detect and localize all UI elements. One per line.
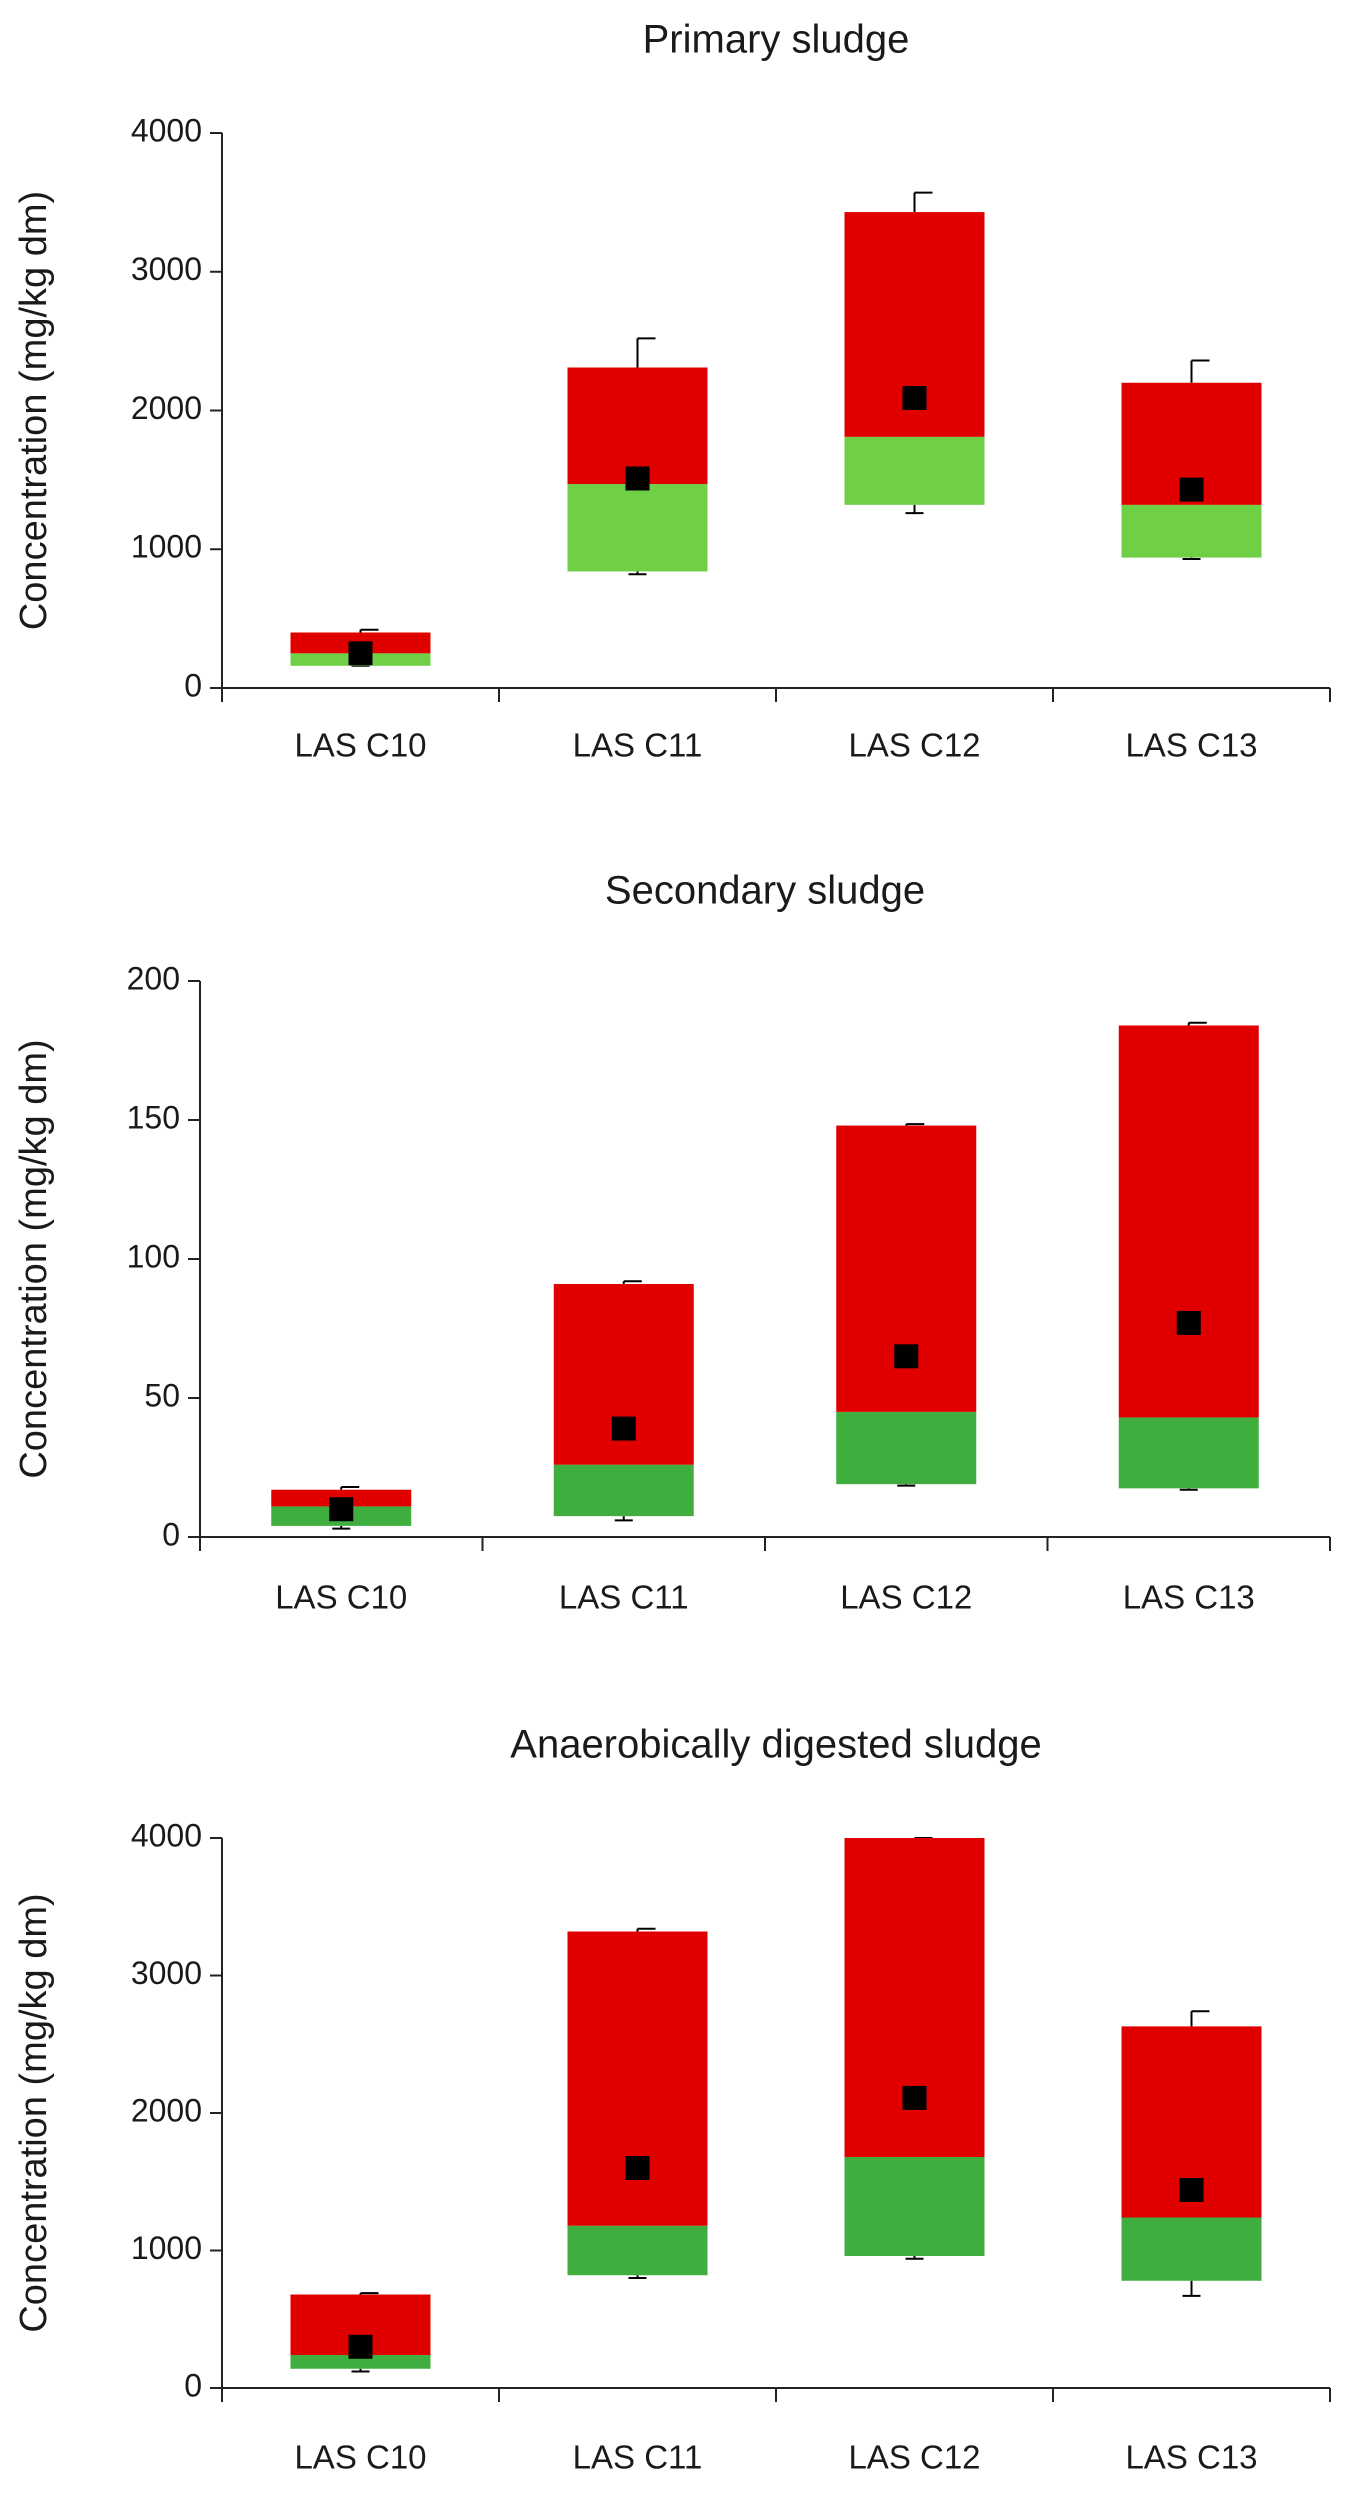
y-tick-label: 2000 xyxy=(131,390,202,426)
y-tick-label: 200 xyxy=(127,960,180,996)
mean-marker xyxy=(348,641,373,666)
box-las-c10 xyxy=(290,628,431,667)
box-lower-segment xyxy=(1121,2217,1262,2281)
y-axis-label: Concentration (mg/kg dm) xyxy=(13,191,55,630)
y-axis-label: Concentration (mg/kg dm) xyxy=(13,1893,55,2332)
y-tick-label: 1000 xyxy=(131,529,202,565)
y-tick-label: 0 xyxy=(184,667,202,703)
x-tick-label: LAS C13 xyxy=(1125,2439,1257,2476)
chart-title: Secondary sludge xyxy=(605,869,925,913)
mean-marker xyxy=(902,2085,927,2110)
y-tick-label: 4000 xyxy=(131,1817,202,1853)
x-tick-label: LAS C12 xyxy=(840,1579,972,1616)
box-las-c11 xyxy=(553,1280,694,1522)
chart-panel-2: Secondary sludge Concentration (mg/kg dm)… xyxy=(13,869,1331,1616)
y-axis-label: Concentration (mg/kg dm) xyxy=(13,1039,55,1478)
box-las-c12 xyxy=(844,1837,985,2260)
y-tick-label: 2000 xyxy=(131,2092,202,2128)
box-lower-segment xyxy=(836,1411,977,1485)
mean-marker xyxy=(329,1497,354,1522)
x-tick-label: LAS C13 xyxy=(1125,727,1257,764)
y-tick-label: 100 xyxy=(127,1238,180,1274)
box-lower-segment xyxy=(290,2355,431,2369)
box-las-c12 xyxy=(836,1123,977,1487)
mean-marker xyxy=(625,2156,650,2180)
mean-marker xyxy=(611,1416,636,1441)
box-upper-segment xyxy=(567,1931,708,2226)
box-las-c10 xyxy=(290,2292,431,2373)
x-tick-label: LAS C12 xyxy=(848,727,980,764)
x-tick-label: LAS C13 xyxy=(1123,1579,1255,1616)
chart-title: Anaerobically digested sludge xyxy=(510,1723,1041,1767)
chart-title: Primary sludge xyxy=(643,18,910,62)
chart-panel-3: Anaerobically digested sludge Concentrati… xyxy=(13,1723,1331,2476)
x-tick-label: LAS C11 xyxy=(559,1579,689,1616)
y-tick-label: 3000 xyxy=(131,251,202,287)
x-tick-label: LAS C10 xyxy=(275,1579,407,1616)
box-lower-segment xyxy=(567,2225,708,2276)
box-las-c13 xyxy=(1121,359,1262,560)
box-lower-segment xyxy=(553,1464,694,1517)
y-tick-label: 150 xyxy=(127,1099,180,1135)
x-tick-label: LAS C10 xyxy=(294,727,426,764)
mean-marker xyxy=(902,386,927,411)
mean-marker xyxy=(348,2334,373,2359)
mean-marker xyxy=(1176,1310,1201,1335)
mean-marker xyxy=(625,466,650,491)
mean-marker xyxy=(1179,477,1204,502)
y-tick-label: 4000 xyxy=(131,112,202,148)
chart-panel-1: Primary sludge Concentration (mg/kg dm) 0 1… xyxy=(13,18,1331,764)
box-lower-segment xyxy=(1118,1417,1259,1489)
box-las-c13 xyxy=(1118,1021,1259,1491)
y-tick-label: 0 xyxy=(162,1516,180,1552)
y-tick-label: 1000 xyxy=(131,2230,202,2266)
mean-marker xyxy=(1179,2178,1204,2202)
x-tick-label: LAS C11 xyxy=(573,2439,703,2476)
x-tick-label: LAS C12 xyxy=(848,2439,980,2476)
box-las-c11 xyxy=(567,337,708,576)
x-tick-label: LAS C11 xyxy=(573,727,703,764)
y-tick-label: 0 xyxy=(184,2367,202,2403)
box-las-c12 xyxy=(844,191,985,515)
box-lower-segment xyxy=(1121,504,1262,558)
x-tick-label: LAS C10 xyxy=(294,2439,426,2476)
box-las-c10 xyxy=(271,1485,412,1530)
box-lower-segment xyxy=(844,436,985,505)
box-lower-segment xyxy=(844,2157,985,2256)
box-upper-segment xyxy=(836,1125,977,1412)
box-upper-segment xyxy=(1118,1025,1259,1418)
y-tick-label: 50 xyxy=(144,1377,180,1413)
box-lower-segment xyxy=(567,484,708,572)
box-las-c11 xyxy=(567,1927,708,2279)
mean-marker xyxy=(894,1344,919,1369)
box-las-c13 xyxy=(1121,2010,1262,2297)
y-tick-label: 3000 xyxy=(131,1955,202,1991)
box-upper-segment xyxy=(567,367,708,485)
